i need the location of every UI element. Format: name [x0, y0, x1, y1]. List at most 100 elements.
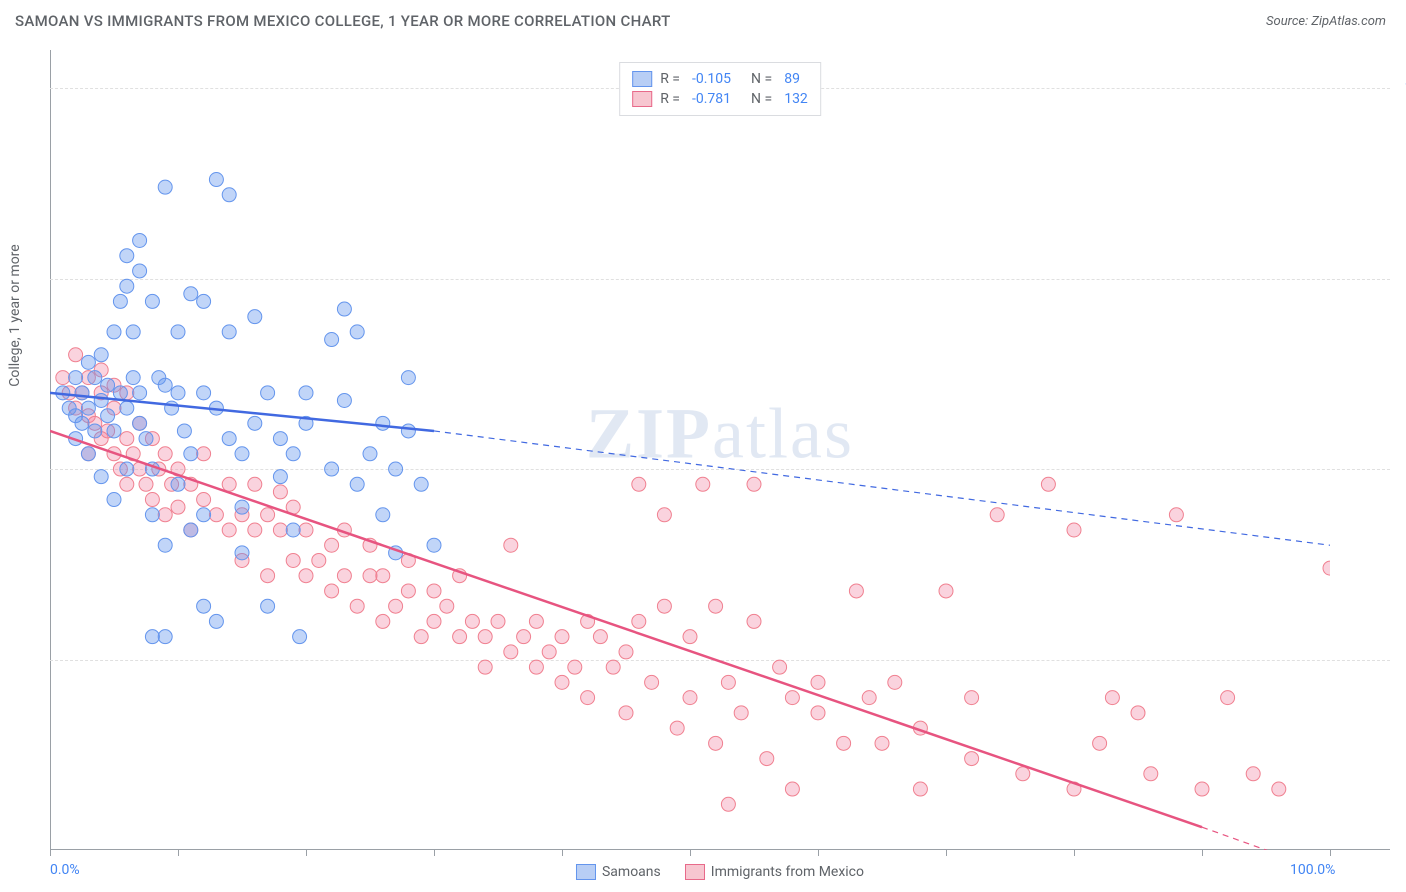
- data-point: [721, 675, 735, 689]
- data-point: [299, 386, 313, 400]
- data-point: [120, 462, 134, 476]
- data-point: [184, 447, 198, 461]
- data-point: [401, 424, 415, 438]
- x-tick: [562, 850, 563, 856]
- data-point: [350, 325, 364, 339]
- data-point: [325, 584, 339, 598]
- data-point: [337, 569, 351, 583]
- legend-swatch-mexico: [632, 91, 652, 107]
- data-point: [376, 569, 390, 583]
- data-point: [197, 294, 211, 308]
- data-point: [670, 721, 684, 735]
- data-point: [1221, 691, 1235, 705]
- data-point: [248, 523, 262, 537]
- data-point: [1195, 782, 1209, 796]
- data-point: [785, 782, 799, 796]
- data-point: [107, 424, 121, 438]
- x-tick: [690, 850, 691, 856]
- data-point: [107, 325, 121, 339]
- data-point: [1067, 523, 1081, 537]
- data-point: [862, 691, 876, 705]
- data-point: [811, 675, 825, 689]
- data-point: [1246, 767, 1260, 781]
- data-point: [837, 736, 851, 750]
- data-point: [913, 782, 927, 796]
- data-point: [273, 523, 287, 537]
- data-point: [286, 447, 300, 461]
- data-point: [632, 614, 646, 628]
- data-point: [939, 584, 953, 598]
- data-point: [222, 325, 236, 339]
- data-point: [101, 409, 115, 423]
- data-point: [350, 477, 364, 491]
- data-point: [273, 432, 287, 446]
- data-point: [299, 569, 313, 583]
- data-point: [1041, 477, 1055, 491]
- data-point: [222, 432, 236, 446]
- data-point: [222, 523, 236, 537]
- data-point: [209, 173, 223, 187]
- legend-row-samoans: R = -0.105 N = 89: [632, 69, 808, 89]
- source-attribution: Source: ZipAtlas.com: [1266, 14, 1386, 29]
- data-point: [632, 477, 646, 491]
- data-point: [568, 660, 582, 674]
- data-point: [657, 599, 671, 613]
- data-point: [376, 416, 390, 430]
- data-point: [222, 188, 236, 202]
- data-point: [299, 523, 313, 537]
- data-point: [197, 447, 211, 461]
- n-label: N =: [751, 91, 772, 107]
- data-point: [721, 797, 735, 811]
- data-point: [273, 470, 287, 484]
- x-tick: [306, 850, 307, 856]
- data-point: [593, 630, 607, 644]
- data-point: [235, 500, 249, 514]
- data-point: [81, 355, 95, 369]
- data-point: [197, 493, 211, 507]
- data-point: [504, 645, 518, 659]
- data-point: [325, 462, 339, 476]
- data-point: [171, 325, 185, 339]
- data-point: [785, 691, 799, 705]
- data-point: [261, 569, 275, 583]
- data-point: [145, 630, 159, 644]
- data-point: [657, 508, 671, 522]
- data-point: [1105, 691, 1119, 705]
- data-point: [440, 599, 454, 613]
- data-point: [222, 477, 236, 491]
- data-point: [88, 371, 102, 385]
- data-point: [555, 630, 569, 644]
- data-point: [81, 401, 95, 415]
- data-point: [581, 691, 595, 705]
- data-point: [325, 333, 339, 347]
- data-point: [606, 660, 620, 674]
- data-point: [363, 447, 377, 461]
- data-point: [517, 630, 531, 644]
- data-point: [350, 599, 364, 613]
- data-point: [337, 302, 351, 316]
- data-point: [696, 477, 710, 491]
- data-point: [81, 447, 95, 461]
- legend-item-mexico: Immigrants from Mexico: [685, 864, 864, 880]
- data-point: [376, 614, 390, 628]
- data-point: [248, 416, 262, 430]
- data-point: [145, 508, 159, 522]
- data-point: [875, 736, 889, 750]
- data-point: [1169, 508, 1183, 522]
- data-point: [209, 614, 223, 628]
- legend-swatch-icon: [685, 864, 705, 880]
- n-value-mexico: 132: [784, 91, 808, 107]
- data-point: [120, 432, 134, 446]
- data-point: [235, 546, 249, 560]
- legend-item-samoans: Samoans: [576, 864, 661, 880]
- x-tick-label: 0.0%: [50, 862, 80, 878]
- data-point: [990, 508, 1004, 522]
- data-point: [709, 736, 723, 750]
- data-point: [709, 599, 723, 613]
- legend-swatch-samoans: [632, 71, 652, 87]
- data-point: [88, 424, 102, 438]
- data-point: [126, 371, 140, 385]
- r-value-samoans: -0.105: [692, 71, 731, 87]
- data-point: [197, 599, 211, 613]
- x-tick: [946, 850, 947, 856]
